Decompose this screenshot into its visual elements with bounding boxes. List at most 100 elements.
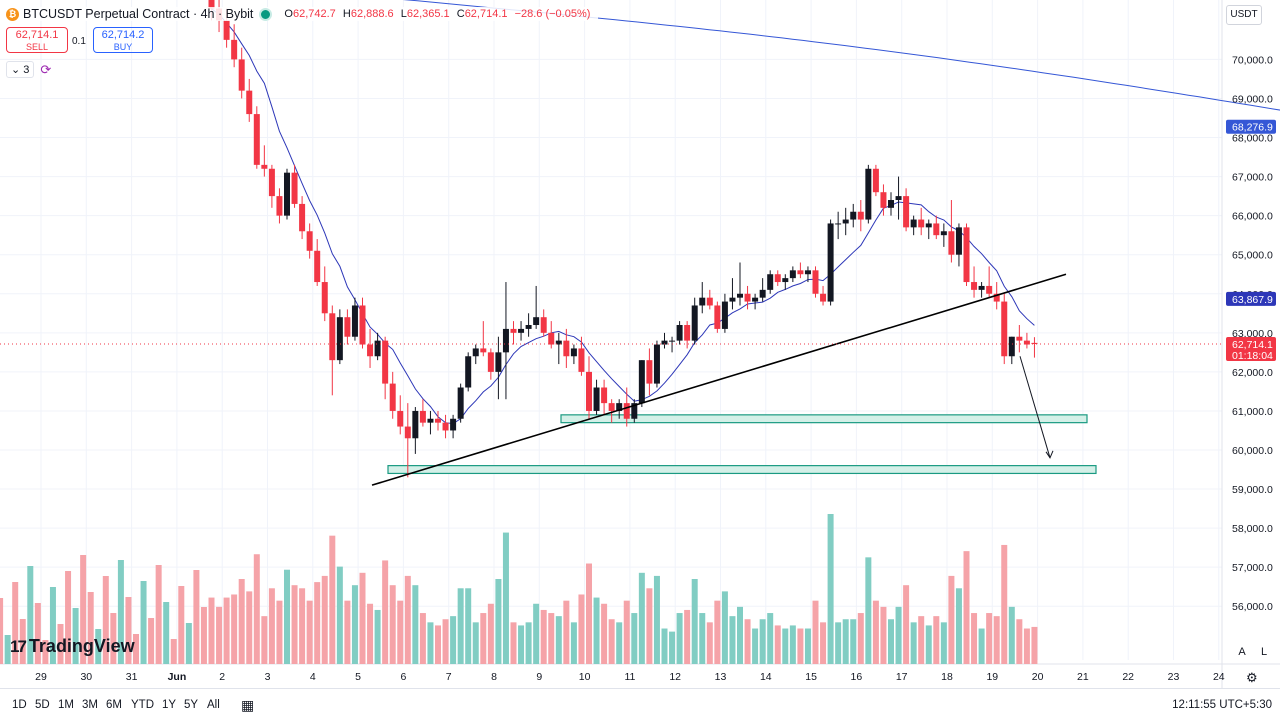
volume-bar	[964, 551, 970, 664]
volume-bar	[1001, 545, 1007, 664]
candle-body	[699, 298, 705, 306]
ma-slow-badge-text: 68,276.9	[1232, 122, 1273, 134]
volume-bar	[511, 622, 517, 664]
volume-bar	[518, 625, 524, 664]
timeframe-all[interactable]: All	[207, 699, 220, 711]
candle-body	[760, 290, 766, 298]
candle-body	[382, 341, 388, 384]
volume-bar	[858, 613, 864, 664]
price-tick-label: 57,000.0	[1232, 562, 1273, 574]
symbol-title[interactable]: BTCUSDT Perpetual Contract · 4h · Bybit	[23, 7, 253, 21]
candle-body	[797, 270, 803, 274]
grid	[0, 0, 1222, 660]
indicators-collapse-button[interactable]: ⌄ 3	[6, 61, 34, 78]
settings-gear-icon[interactable]: ⚙	[1246, 670, 1258, 686]
auto-scale-button[interactable]: A	[1234, 644, 1250, 660]
candle-body	[767, 274, 773, 290]
candle-body	[352, 305, 358, 336]
last-price-badge: 62,714.101:18:04	[1226, 337, 1276, 362]
timeframe-1d[interactable]: 1D	[12, 699, 27, 711]
volume-bar	[382, 560, 388, 664]
ohlc-close-key: C	[457, 8, 465, 20]
candle-body	[775, 274, 781, 282]
clock-readout[interactable]: 12:11:55 UTC+5:30	[1172, 699, 1272, 711]
candle-body	[986, 286, 992, 294]
timeframe-6m[interactable]: 6M	[106, 699, 122, 711]
support-zone-upper	[561, 415, 1087, 423]
timeframe-5y[interactable]: 5Y	[184, 699, 198, 711]
candle-body	[314, 251, 320, 282]
time-tick-label: 20	[1032, 671, 1044, 683]
volume-bar	[624, 601, 630, 664]
candle-body	[1001, 302, 1007, 357]
candle-body	[458, 388, 464, 419]
time-tick-label: 3	[265, 671, 271, 683]
indicators-toggle[interactable]: ⌄ 3 ⟳	[6, 61, 51, 78]
ma-slow-badge: 68,276.9	[1226, 120, 1276, 134]
volume-bar	[412, 585, 418, 664]
sell-button[interactable]: 62,714.1 SELL	[6, 27, 68, 53]
timeframe-3m[interactable]: 3M	[82, 699, 98, 711]
volume-bar	[156, 565, 162, 664]
timeframe-ytd[interactable]: YTD	[131, 699, 154, 711]
volume-bar	[654, 576, 660, 664]
projection-arrow-head	[1046, 451, 1053, 458]
time-tick-label: 6	[400, 671, 406, 683]
volume-bar	[360, 573, 366, 664]
volume-bar	[0, 598, 3, 664]
candle-body	[896, 196, 902, 200]
price-tick-label: 61,000.0	[1232, 406, 1273, 418]
spread-value: 0.1	[72, 36, 86, 47]
volume-bar	[178, 586, 184, 664]
candle-body	[412, 411, 418, 438]
candle-body	[1016, 337, 1022, 341]
price-tick-label: 68,000.0	[1232, 133, 1273, 145]
time-tick-label: 10	[579, 671, 591, 683]
volume-bar	[541, 610, 547, 664]
volume-bar	[420, 613, 426, 664]
time-tick-label: 9	[536, 671, 542, 683]
sync-icon[interactable]: ⟳	[40, 62, 51, 78]
candle-body	[443, 423, 449, 431]
candle-body	[405, 427, 411, 439]
candle-body	[375, 341, 381, 357]
time-tick-label: 21	[1077, 671, 1089, 683]
timeframe-5d[interactable]: 5D	[35, 699, 50, 711]
volume-bar	[979, 629, 985, 664]
candle-body	[903, 196, 909, 227]
calendar-goto-icon[interactable]: ▦	[241, 697, 254, 714]
ohlc-open-value: 62,742.7	[293, 8, 336, 20]
candle-body	[601, 388, 607, 404]
bottom-toolbar: 1D 5D 1M 3M 6M YTD 1Y 5Y All ▦ 12:11:55 …	[0, 688, 1280, 721]
candle-body	[835, 223, 841, 224]
candle-body	[865, 169, 871, 220]
time-tick-label: 22	[1122, 671, 1134, 683]
volume-bar	[692, 579, 698, 664]
log-scale-button[interactable]: L	[1256, 644, 1272, 660]
candle-body	[337, 317, 343, 360]
time-tick-label: 31	[126, 671, 138, 683]
time-tick-label: 7	[446, 671, 452, 683]
candle-body	[933, 223, 939, 235]
time-tick-label: 14	[760, 671, 772, 683]
timeframe-1m[interactable]: 1M	[58, 699, 74, 711]
ohlc-low-key: L	[401, 8, 407, 20]
time-tick-label: 19	[986, 671, 998, 683]
price-tick-label: 66,000.0	[1232, 211, 1273, 223]
candle-body	[692, 305, 698, 340]
time-tick-label: 8	[491, 671, 497, 683]
volume-bar	[828, 514, 834, 664]
currency-selector[interactable]: USDT	[1226, 5, 1262, 25]
candle-body	[495, 352, 501, 372]
ohlc-high-key: H	[343, 8, 351, 20]
last-price-badge-countdown: 01:18:04	[1232, 350, 1273, 362]
volume-bar	[903, 585, 909, 664]
volume-bar	[994, 616, 1000, 664]
timeframe-1y[interactable]: 1Y	[162, 699, 176, 711]
buy-button[interactable]: 62,714.2 BUY	[93, 27, 153, 53]
candle-body	[586, 372, 592, 411]
volume-bar	[926, 625, 932, 664]
indicators-count: 3	[23, 64, 29, 76]
candle-body	[397, 411, 403, 427]
